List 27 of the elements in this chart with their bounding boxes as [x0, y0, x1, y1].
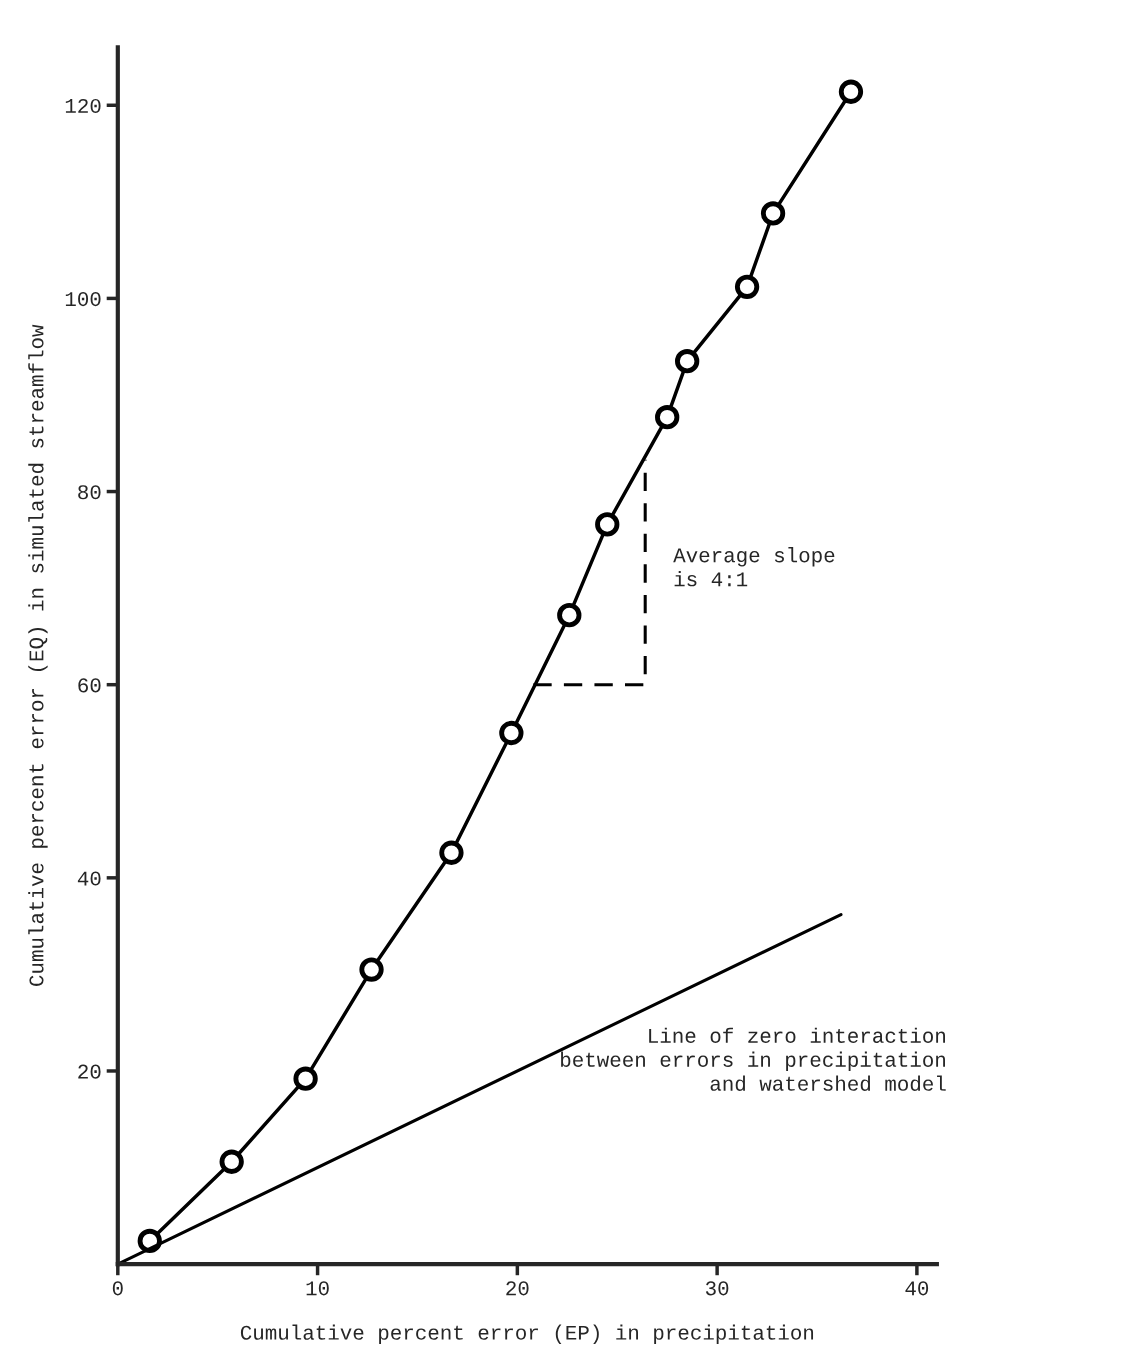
- point: [675, 349, 700, 374]
- point: [838, 79, 864, 104]
- point: [359, 957, 384, 982]
- y-tick-label: 60: [78, 678, 101, 693]
- y-tick-label: 40: [77, 871, 101, 886]
- point: [293, 1066, 318, 1091]
- point: [499, 720, 524, 746]
- annotation: Average slope is 4:1: [673, 547, 835, 587]
- x-tick-label: 40: [905, 1281, 929, 1296]
- x-axis-title: Cumulative percent error (EP) in precipitation: [240, 1324, 814, 1344]
- x-tick-label: 30: [705, 1281, 729, 1296]
- point: [734, 274, 760, 299]
- point: [595, 512, 620, 537]
- x-tick-label: 10: [306, 1281, 329, 1296]
- point: [655, 405, 680, 430]
- point: [760, 201, 786, 226]
- y-tick-label: 20: [78, 1064, 101, 1079]
- x-tick-label: 0: [112, 1281, 123, 1296]
- point: [557, 603, 582, 628]
- x-tick-label: 20: [506, 1281, 529, 1296]
- y-tick-label: 80: [78, 485, 101, 500]
- y-tick-label: 100: [65, 292, 101, 307]
- y-axis-title: Cumulative percent error (EQ) in simulated streamflow: [28, 324, 48, 986]
- annotation: Line of zero interaction between errors in precipitation and watershed model: [561, 1027, 946, 1091]
- point: [439, 840, 464, 865]
- point: [219, 1149, 244, 1174]
- y-tick-label: 120: [65, 98, 101, 114]
